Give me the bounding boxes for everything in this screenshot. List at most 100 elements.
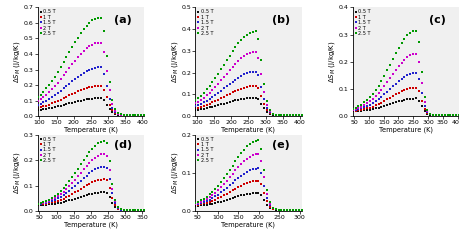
2 T bbox=[135, 113, 141, 116]
Legend: 0.5 T, 1 T, 1.5 T, 2 T, 2.5 T: 0.5 T, 1 T, 1.5 T, 2 T, 2.5 T bbox=[353, 9, 371, 37]
2.5 T bbox=[207, 193, 212, 196]
2 T bbox=[275, 208, 281, 211]
0.5 T bbox=[361, 109, 366, 112]
2 T bbox=[369, 97, 375, 100]
1 T bbox=[264, 109, 269, 112]
1 T bbox=[106, 103, 112, 106]
1 T bbox=[284, 208, 289, 211]
2 T bbox=[226, 69, 232, 72]
1 T bbox=[141, 208, 146, 211]
1.5 T bbox=[92, 66, 98, 69]
0.5 T bbox=[124, 113, 129, 116]
1.5 T bbox=[395, 80, 401, 82]
1.5 T bbox=[238, 174, 243, 177]
1.5 T bbox=[98, 165, 104, 168]
0.5 T bbox=[264, 204, 269, 206]
1.5 T bbox=[453, 113, 458, 116]
2.5 T bbox=[104, 55, 109, 58]
1.5 T bbox=[241, 172, 246, 175]
1.5 T bbox=[409, 71, 415, 74]
0.5 T bbox=[395, 100, 401, 103]
2 T bbox=[112, 200, 118, 203]
2.5 T bbox=[232, 46, 238, 49]
0.5 T bbox=[52, 202, 58, 205]
1.5 T bbox=[41, 202, 46, 205]
1.5 T bbox=[87, 68, 92, 71]
Line: 2 T: 2 T bbox=[193, 152, 302, 211]
2.5 T bbox=[104, 142, 109, 145]
2.5 T bbox=[49, 79, 55, 82]
2 T bbox=[401, 58, 406, 61]
2.5 T bbox=[106, 80, 112, 83]
1.5 T bbox=[64, 85, 69, 88]
2 T bbox=[255, 152, 261, 155]
1.5 T bbox=[106, 178, 112, 181]
2 T bbox=[46, 199, 52, 202]
1.5 T bbox=[90, 170, 95, 173]
1 T bbox=[224, 192, 229, 195]
2.5 T bbox=[361, 101, 366, 104]
2 T bbox=[207, 195, 212, 198]
0.5 T bbox=[355, 110, 360, 113]
1 T bbox=[455, 113, 459, 116]
0.5 T bbox=[226, 101, 232, 103]
1.5 T bbox=[401, 75, 406, 78]
1.5 T bbox=[38, 103, 43, 105]
2.5 T bbox=[44, 199, 49, 202]
2 T bbox=[49, 198, 55, 201]
2 T bbox=[272, 208, 278, 211]
1 T bbox=[101, 178, 106, 181]
0.5 T bbox=[98, 191, 104, 194]
1 T bbox=[101, 88, 106, 91]
2 T bbox=[118, 208, 123, 211]
1 T bbox=[124, 113, 129, 116]
0.5 T bbox=[106, 196, 112, 199]
0.5 T bbox=[41, 203, 46, 206]
0.5 T bbox=[104, 103, 109, 106]
Line: 0.5 T: 0.5 T bbox=[36, 191, 145, 211]
1 T bbox=[133, 113, 138, 116]
2 T bbox=[87, 45, 92, 48]
2 T bbox=[101, 51, 106, 54]
1 T bbox=[87, 182, 92, 185]
1 T bbox=[272, 113, 278, 116]
1 T bbox=[69, 93, 75, 96]
2 T bbox=[72, 59, 78, 62]
2 T bbox=[407, 54, 412, 57]
1.5 T bbox=[215, 193, 220, 196]
1 T bbox=[41, 203, 46, 206]
1 T bbox=[64, 196, 69, 199]
0.5 T bbox=[72, 197, 78, 200]
2.5 T bbox=[201, 91, 206, 94]
1 T bbox=[278, 208, 284, 211]
2 T bbox=[361, 104, 366, 107]
1 T bbox=[135, 113, 141, 116]
1.5 T bbox=[212, 195, 218, 198]
2.5 T bbox=[432, 113, 438, 116]
2.5 T bbox=[261, 83, 266, 86]
2 T bbox=[129, 208, 135, 211]
1.5 T bbox=[241, 73, 246, 76]
2.5 T bbox=[349, 107, 355, 110]
2.5 T bbox=[235, 156, 241, 159]
0.5 T bbox=[235, 195, 241, 198]
0.5 T bbox=[241, 193, 246, 196]
0.5 T bbox=[141, 113, 146, 116]
1 T bbox=[401, 89, 406, 92]
2 T bbox=[69, 182, 75, 185]
1 T bbox=[241, 86, 246, 89]
2 T bbox=[421, 100, 426, 103]
2.5 T bbox=[221, 63, 226, 66]
2 T bbox=[121, 208, 127, 211]
1 T bbox=[292, 208, 298, 211]
1 T bbox=[230, 189, 235, 192]
1 T bbox=[58, 198, 63, 201]
2 T bbox=[232, 62, 238, 65]
1.5 T bbox=[61, 194, 66, 197]
2.5 T bbox=[192, 99, 197, 102]
1 T bbox=[124, 208, 129, 211]
2.5 T bbox=[110, 98, 115, 101]
1 T bbox=[75, 189, 81, 192]
1.5 T bbox=[224, 85, 229, 88]
2.5 T bbox=[449, 113, 455, 116]
